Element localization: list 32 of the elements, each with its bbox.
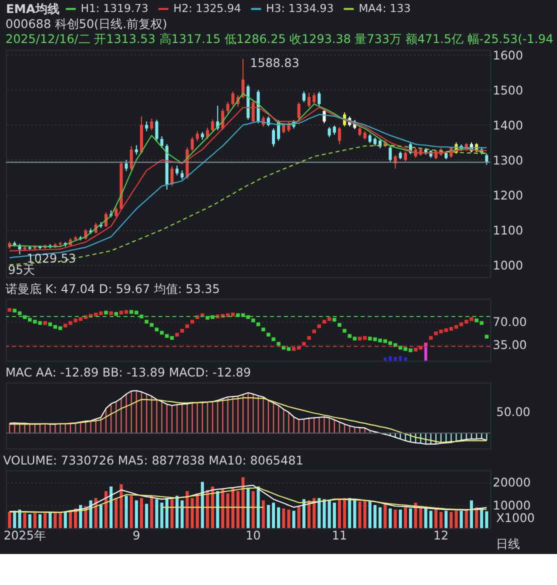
y-tick-label: 1000 xyxy=(492,258,524,272)
y-tick-label: 20000 xyxy=(492,475,531,490)
x-tick-label: 11 xyxy=(332,528,348,543)
x-tick-label: 2025年 xyxy=(4,528,46,543)
text: X1000 xyxy=(496,511,535,526)
y-tick-label: 70.00 xyxy=(492,315,527,330)
y-tick-label: 1500 xyxy=(492,83,524,98)
y-tick-label: 10000 xyxy=(492,498,531,512)
chart-title: 诺曼底 K: 47.04 D: 59.67 均值: 53.35 xyxy=(5,282,220,296)
x-tick-label: 9 xyxy=(132,528,140,543)
legend-label: MA4: 133 xyxy=(358,2,411,15)
y-tick-label: 35.00 xyxy=(492,338,527,352)
x-tick-label: 12 xyxy=(433,528,449,543)
annotation: 1029.53 xyxy=(26,251,76,266)
chart-title: 000688 科创50(日线.前复权) xyxy=(5,17,168,32)
x-tick-label: 10 xyxy=(246,528,261,543)
y-tick-label: 1400 xyxy=(492,118,524,132)
legend-label: H3: 1334.93 xyxy=(266,2,334,15)
text: 日线 xyxy=(496,537,520,552)
y-tick-label: 1100 xyxy=(492,223,524,238)
legend-label: H2: 1325.94 xyxy=(173,2,242,15)
chart-title: VOLUME: 7330726 MA5: 8877838 MA10: 8065481 xyxy=(3,453,304,468)
y-tick-label: 1200 xyxy=(492,188,524,202)
y-tick-label: 1300 xyxy=(492,153,524,168)
y-tick-label: 1600 xyxy=(492,48,524,63)
legend-title: EMA均线 xyxy=(6,2,60,16)
text: 50.00 xyxy=(496,405,530,420)
chart-subtitle: 2025/12/16/二 开1313.53 高1317.15 低1286.25 收1293.38 量733万 额471.5亿 幅-25.53(-1.94 xyxy=(5,32,554,46)
annotation: 1588.83 xyxy=(250,56,300,70)
chart-title: MAC AA: -12.89 BB: -13.89 MACD: -12.89 xyxy=(5,366,251,380)
annotation: 95天 xyxy=(8,263,36,278)
legend-label: H1: 1319.73 xyxy=(80,2,148,15)
